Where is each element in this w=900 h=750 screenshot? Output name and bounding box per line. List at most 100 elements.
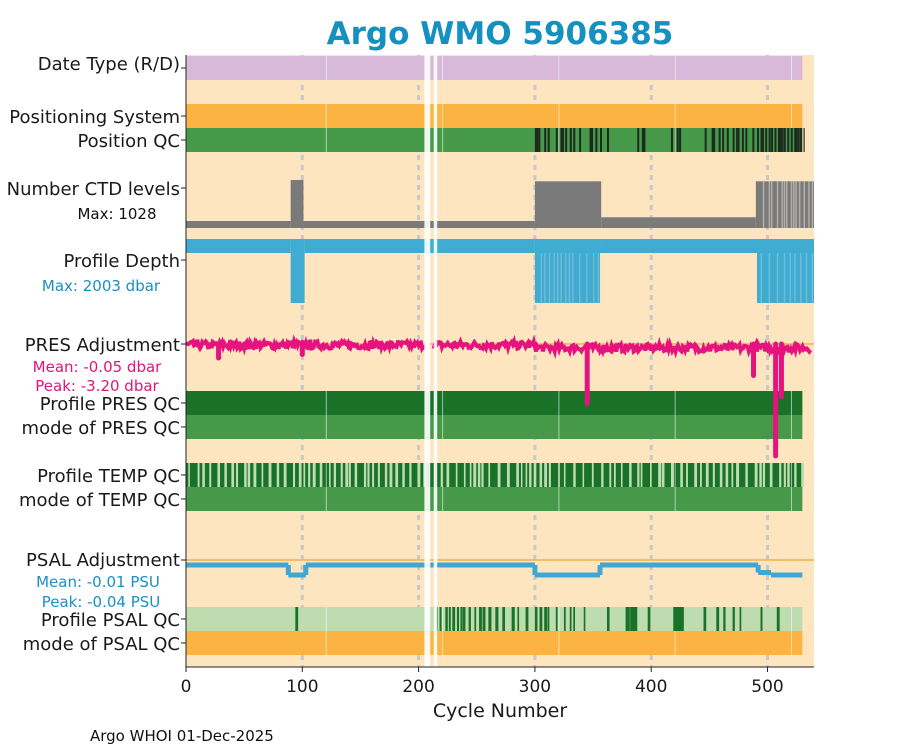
temp-qc-tick xyxy=(769,463,773,487)
temp-qc-tick xyxy=(582,463,585,487)
temp-qc-tick xyxy=(516,463,519,487)
temp-qc-tick xyxy=(477,463,481,487)
position-qc-tick xyxy=(670,128,673,152)
temp-qc-tick xyxy=(661,463,665,487)
status-bands-layer xyxy=(186,56,813,655)
position-qc-tick xyxy=(544,128,547,152)
position-qc-tick xyxy=(704,128,707,152)
position-qc-tick xyxy=(641,128,646,152)
psal-qc-tick xyxy=(723,607,726,631)
psal-qc-tick xyxy=(525,607,529,631)
psal-qc-tick xyxy=(539,607,543,631)
end-strip xyxy=(804,391,807,439)
label-date-type: Date Type (R/D) xyxy=(38,54,180,75)
temp-qc-tick xyxy=(558,463,560,487)
position-qc-tick xyxy=(736,128,740,152)
temp-qc-tick xyxy=(345,463,349,487)
position-qc-tick xyxy=(600,128,603,152)
psal-qc-tick xyxy=(544,607,548,631)
mode-pres-qc-band xyxy=(186,415,803,439)
psal-qc-tick xyxy=(627,607,630,631)
temp-qc-tick xyxy=(794,463,797,487)
end-strip xyxy=(804,607,807,655)
psal-mean-label: Mean: -0.01 PSU xyxy=(36,573,160,591)
temp-qc-tick xyxy=(276,463,280,487)
chart-title: Argo WMO 5906385 xyxy=(327,16,674,52)
psal-qc-tick xyxy=(583,607,586,631)
temp-qc-tick xyxy=(409,463,412,487)
temp-qc-tick xyxy=(601,463,604,487)
position-qc-tick xyxy=(679,128,682,152)
temp-qc-tick xyxy=(298,463,302,487)
end-strip xyxy=(808,391,811,439)
label-position-qc: Position QC xyxy=(77,131,180,152)
ctd-levels-tick xyxy=(808,181,810,228)
position-qc-tick xyxy=(569,128,572,152)
ctd-levels-tick xyxy=(786,181,788,228)
end-strip xyxy=(804,104,807,152)
position-qc-tick xyxy=(565,128,568,152)
end-strip xyxy=(808,463,811,511)
temp-qc-tick xyxy=(197,463,200,487)
psal-qc-tick xyxy=(716,607,720,631)
temp-qc-tick xyxy=(801,463,804,487)
temp-qc-tick xyxy=(712,463,715,487)
psal-qc-tick xyxy=(511,607,515,631)
temp-qc-tick xyxy=(348,463,351,487)
ctd-levels-tick xyxy=(811,181,814,228)
temp-qc-tick xyxy=(488,463,491,487)
temp-qc-tick xyxy=(209,463,212,487)
position-qc-tick xyxy=(770,128,773,152)
temp-qc-tick xyxy=(354,463,358,487)
pres-peak-label: Peak: -3.20 dbar xyxy=(35,377,159,395)
position-qc-tick xyxy=(787,128,790,152)
temp-qc-tick xyxy=(217,463,221,487)
temp-qc-tick xyxy=(640,463,643,487)
end-strip xyxy=(810,607,813,655)
temp-qc-tick xyxy=(658,463,662,487)
profile-depth-tick xyxy=(556,253,559,303)
psal-qc-tick xyxy=(502,607,506,631)
profile-depth-bar-5 xyxy=(757,239,814,303)
temp-qc-tick xyxy=(759,463,762,487)
temp-qc-tick xyxy=(529,463,532,487)
temp-qc-tick xyxy=(312,463,316,487)
ctd-levels-tick xyxy=(783,181,786,228)
position-qc-tick xyxy=(547,128,550,152)
temp-qc-tick xyxy=(463,463,466,487)
psal-qc-tick xyxy=(479,607,482,631)
profile-depth-tick xyxy=(560,253,562,303)
ctd-levels-tick xyxy=(781,181,783,228)
temp-qc-tick xyxy=(736,463,740,487)
position-qc-tick xyxy=(573,128,576,152)
temp-qc-tick xyxy=(455,463,458,487)
x-tick-labels: 0 100 200 300 400 500 xyxy=(181,677,784,697)
temp-qc-tick xyxy=(247,463,251,487)
temp-qc-tick xyxy=(202,463,205,487)
temp-qc-tick xyxy=(308,463,311,487)
ctd-levels-tick xyxy=(790,181,793,228)
end-strip xyxy=(808,56,811,80)
psal-qc-tick xyxy=(456,607,460,631)
psal-qc-tick xyxy=(482,607,486,631)
position-qc-band xyxy=(186,128,803,152)
temp-qc-tick xyxy=(613,463,616,487)
pres-mean-label: Mean: -0.05 dbar xyxy=(33,358,163,376)
temp-qc-tick xyxy=(544,463,548,487)
label-positioning-system: Positioning System xyxy=(9,107,180,128)
ctd-levels-bar-0 xyxy=(186,220,291,228)
temp-qc-tick xyxy=(363,463,367,487)
label-profile-temp-qc: Profile TEMP QC xyxy=(37,466,180,487)
temp-qc-tick xyxy=(506,463,510,487)
profile-depth-tick xyxy=(800,253,802,303)
position-qc-tick xyxy=(790,128,793,152)
label-profile-psal-qc: Profile PSAL QC xyxy=(41,610,180,631)
psal-qc-tick xyxy=(760,607,763,631)
end-strip xyxy=(810,463,813,511)
position-qc-tick xyxy=(560,128,564,152)
psal-qc-tick xyxy=(452,607,456,631)
position-qc-tick xyxy=(774,128,777,152)
label-mode-pres-qc: mode of PRES QC xyxy=(22,418,180,439)
psal-qc-tick xyxy=(488,607,492,631)
label-pres-adjustment: PRES Adjustment xyxy=(25,335,180,356)
